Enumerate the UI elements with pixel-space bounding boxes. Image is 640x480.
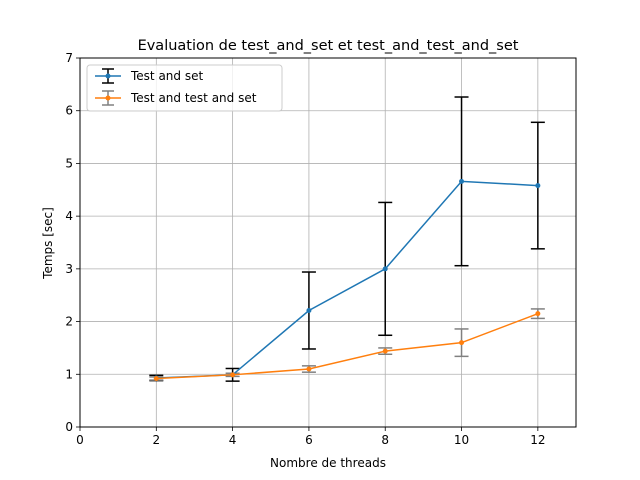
legend-swatch-marker [105,73,111,79]
legend-box [86,64,283,112]
series-line-test-and-test-and-set [156,312,539,380]
data-point-test-and-set [459,178,465,184]
data-point-test-and-test-and-set [382,348,388,354]
x-axis-label: Nombre de threads [270,456,386,470]
y-tick-label: 2 [65,315,73,329]
data-point-test-and-test-and-set [153,376,159,382]
data-point-test-and-test-and-set [230,372,236,378]
legend-swatch-test-and-test-and-set [95,90,121,106]
legend-label-test-and-test-and-set: Test and test and set [130,91,257,105]
x-tick-label: 6 [305,433,313,447]
y-tick-label: 4 [65,209,73,223]
data-point-test-and-set [382,266,388,272]
y-tick-label: 3 [65,262,73,276]
series-lines [153,178,541,382]
y-axis-label: Temps [sec] [41,207,55,280]
data-point-test-and-test-and-set [459,340,465,346]
y-tick-label: 0 [65,420,73,434]
legend-swatches [95,68,121,106]
data-point-test-and-set [306,308,312,314]
y-tick-label: 1 [65,367,73,381]
data-point-test-and-set [535,183,541,189]
x-tick-label: 0 [76,433,84,447]
x-tick-label: 4 [229,433,237,447]
axes-frame [79,57,577,428]
x-tick-label: 2 [152,433,160,447]
x-tick-label: 8 [381,433,389,447]
x-tick-label: 10 [454,433,469,447]
data-point-test-and-test-and-set [306,366,312,372]
data-point-test-and-test-and-set [535,311,541,317]
legend-swatch-test-and-set [95,68,121,84]
legend: Test and set Test and test and set [86,64,283,112]
y-tick-label: 6 [65,104,73,118]
legend-label-test-and-set: Test and set [130,69,203,83]
chart-title: Evaluation de test_and_set et test_and_t… [138,38,519,54]
x-tick-label: 12 [530,433,545,447]
y-tick-label: 7 [65,51,73,65]
y-tick-label: 5 [65,156,73,170]
legend-swatch-marker [105,95,111,101]
